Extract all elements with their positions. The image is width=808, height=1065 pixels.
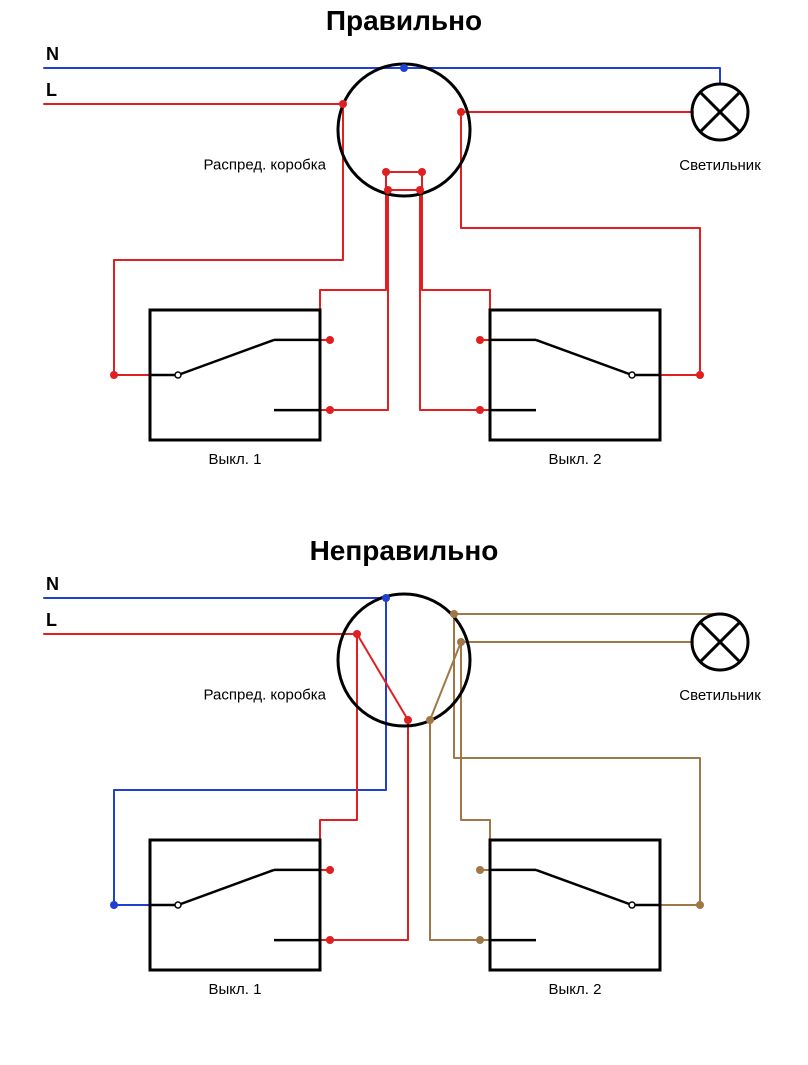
lamp-label: Светильник xyxy=(679,157,761,174)
junction-box xyxy=(338,64,470,196)
switch2-label: Выкл. 2 xyxy=(549,451,602,468)
label-L: L xyxy=(46,80,57,100)
diagram-correct: Правильно NL Распред. коробка Светильник Вык… xyxy=(44,5,761,468)
label-L: L xyxy=(46,610,57,630)
junction-box-label: Распред. коробка xyxy=(204,157,327,174)
wiring-diagram-page: ПравильноNLРаспред. коробкаСветильникВык… xyxy=(0,0,808,1065)
switch1-label: Выкл. 1 xyxy=(209,451,262,468)
switch2-label: Выкл. 2 xyxy=(549,981,602,998)
switch1-label: Выкл. 1 xyxy=(209,981,262,998)
label-N: N xyxy=(46,44,59,64)
diagram-svg: ПравильноNLРаспред. коробкаСветильникВык… xyxy=(0,0,808,1065)
lamp-label: Светильник xyxy=(679,687,761,704)
label-N: N xyxy=(46,574,59,594)
diagram-incorrect-title: Неправильно xyxy=(310,535,499,566)
diagram-correct-title: Правильно xyxy=(326,5,482,36)
diagram-incorrect: Неправильно NL Распред. коробка Светильник В… xyxy=(44,535,761,998)
junction-box-label: Распред. коробка xyxy=(204,687,327,704)
